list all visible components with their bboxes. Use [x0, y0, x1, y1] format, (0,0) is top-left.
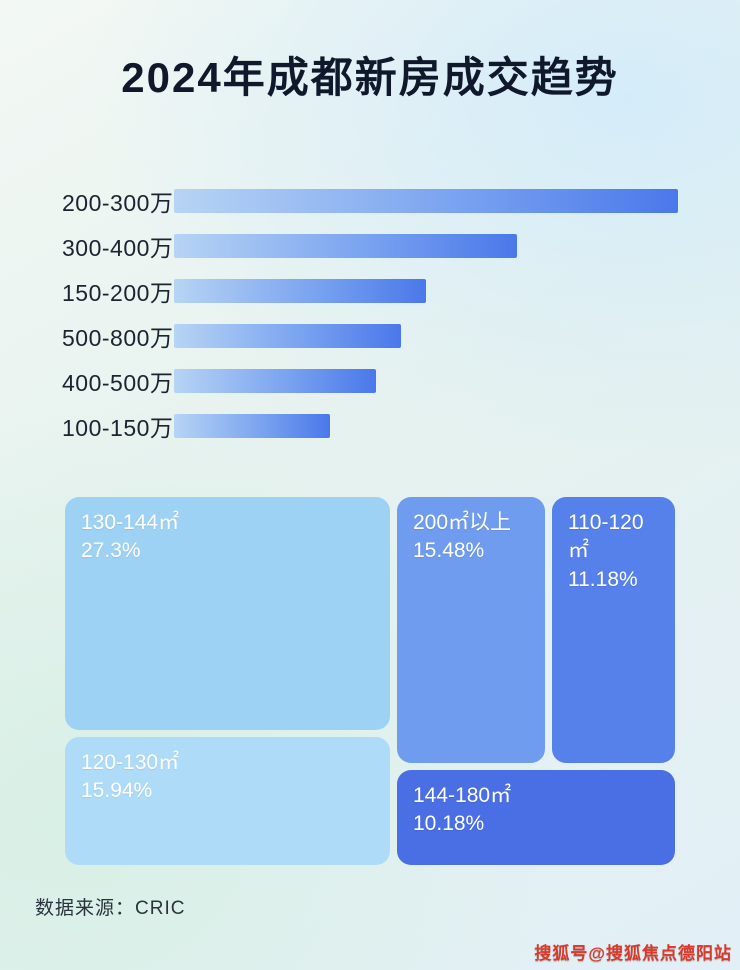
bar-row: 400-500万 — [62, 358, 678, 403]
bar-category-label: 100-150万 — [62, 414, 174, 441]
bar — [174, 233, 517, 258]
bar — [174, 413, 331, 438]
treemap-block: 120-130㎡ 15.94% — [65, 737, 390, 865]
treemap-block-value: 10.18% — [413, 812, 485, 836]
treemap-block: 200㎡以上 15.48% — [397, 497, 545, 763]
bar-track — [174, 188, 678, 213]
data-source-note: 数据来源：CRIC — [35, 898, 186, 919]
treemap-block: 144-180㎡ 10.18% — [397, 770, 675, 865]
bar-category-label: 400-500万 — [62, 369, 174, 396]
treemap-block-value: 15.48% — [413, 539, 485, 563]
page-title: 2024年成都新房成交趋势 — [121, 54, 619, 101]
bar-track — [174, 323, 678, 348]
treemap-block-value: 15.94% — [81, 779, 153, 803]
treemap-block-label: 130-144㎡ — [81, 511, 180, 534]
treemap-block-label: 110-120㎡ — [568, 511, 644, 563]
bar-row: 100-150万 — [62, 403, 678, 448]
bar-row: 300-400万 — [62, 223, 678, 268]
treemap-block-label: 200㎡以上 — [413, 511, 512, 534]
bar — [174, 278, 426, 303]
bar-category-label: 300-400万 — [62, 234, 174, 261]
price-range-bar-chart: 200-300万 300-400万 150-200万 500-800万 400-… — [62, 178, 678, 448]
area-range-treemap: 130-144㎡ 27.3% 120-130㎡ 15.94% 200㎡以上 15… — [65, 497, 675, 865]
bar-track — [174, 278, 678, 303]
bar — [174, 323, 401, 348]
treemap-block-value: 27.3% — [81, 539, 141, 563]
bar-track — [174, 413, 678, 438]
bar — [174, 188, 678, 213]
treemap-block-label: 144-180㎡ — [413, 784, 512, 807]
bar-track — [174, 368, 678, 393]
bar — [174, 368, 376, 393]
treemap-block-value: 11.18% — [568, 567, 638, 591]
treemap-block: 110-120㎡ 11.18% — [552, 497, 675, 763]
bar-row: 200-300万 — [62, 178, 678, 223]
treemap-block-label: 120-130㎡ — [81, 751, 180, 774]
bar-category-label: 200-300万 — [62, 189, 174, 216]
treemap-block: 130-144㎡ 27.3% — [65, 497, 390, 730]
bar-category-label: 150-200万 — [62, 279, 174, 306]
bar-row: 500-800万 — [62, 313, 678, 358]
bar-track — [174, 233, 678, 258]
watermark-text: 搜狐号@搜狐焦点德阳站 — [534, 944, 732, 963]
bar-row: 150-200万 — [62, 268, 678, 313]
bar-category-label: 500-800万 — [62, 324, 174, 351]
